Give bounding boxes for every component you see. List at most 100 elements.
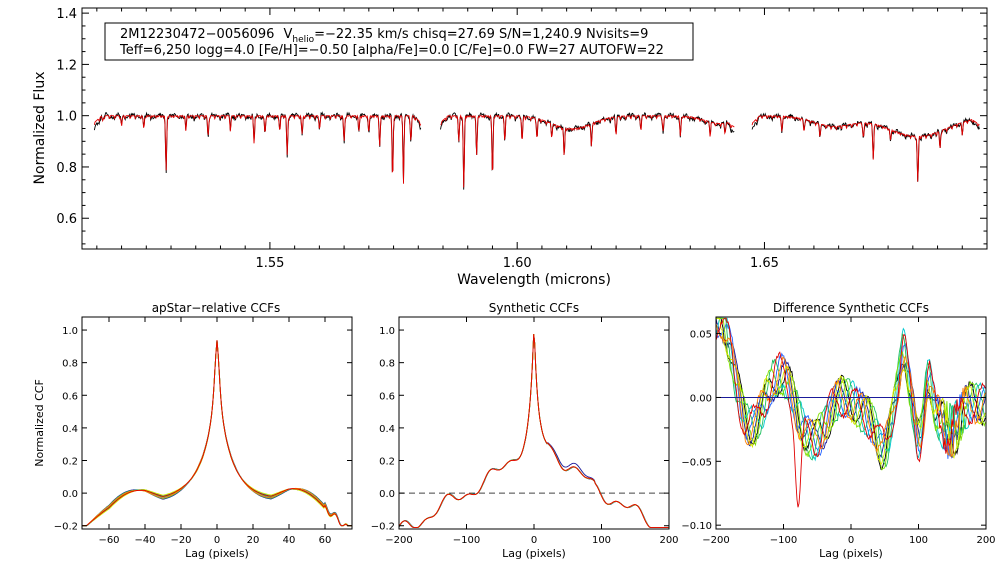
y-tick-label: −0.05 (681, 457, 712, 468)
x-tick-label: 100 (909, 535, 928, 546)
y-tick-label: 1.0 (56, 110, 77, 125)
synthetic-ccf-xlabel: Lag (pixels) (502, 547, 566, 560)
apstar-ccf-visit-6 (82, 340, 352, 527)
x-tick-label: 1.65 (750, 256, 779, 271)
diff-ccf-axes: −200 −100 0 100 200 −0.10 −0.05 0.00 0.05 (681, 317, 996, 546)
synthetic-ccf-frame (398, 316, 670, 530)
synthetic-ccf-visit-2 (398, 334, 669, 528)
y-tick-label: 0.8 (379, 359, 395, 370)
x-tick-label: −60 (98, 535, 119, 546)
v-subscript: helio (292, 35, 314, 45)
y-tick-label: 1.0 (62, 326, 78, 337)
apstar-ccf-visit-8 (82, 340, 352, 527)
diff-ccf-panel: Difference Synthetic CCFs −200 −100 0 100 20… (681, 301, 995, 560)
apstar-ccf-plot-area (82, 340, 352, 527)
apstar-ccf-xlabel: Lag (pixels) (185, 547, 249, 560)
apstar-ccf-visit-1 (82, 340, 352, 527)
apstar-ccf-visit-5 (82, 340, 352, 527)
x-tick-label: −100 (770, 535, 797, 546)
synthetic-ccf-visit-3 (398, 334, 669, 528)
spectrum-plot-area (93, 111, 980, 190)
x-tick-label: −40 (134, 535, 155, 546)
synthetic-ccf-axes: −200 −100 0 100 200 −0.2 0.0 0.2 0.4 0.6 0.8 1.0 (371, 317, 679, 546)
model-spectrum-line (751, 115, 980, 182)
diff-ccf-title: Difference Synthetic CCFs (773, 301, 929, 315)
y-tick-label: 0.4 (62, 424, 78, 435)
diff-ccf-plot-area (715, 317, 986, 508)
diff-ccf-visit-3 (715, 323, 986, 459)
apstar-ccf-axes: −60 −40 −20 0 20 40 60 −0.2 0.0 0.2 0.4 0.6 0.8 1.0 (54, 317, 352, 546)
y-tick-label: −0.10 (681, 521, 712, 532)
y-tick-label: 1.2 (56, 58, 77, 73)
x-tick-label: 0 (531, 535, 537, 546)
x-tick-label: 1.60 (503, 256, 532, 271)
synthetic-ccf-plot-area (398, 334, 669, 528)
apstar-ccf-visit-7 (82, 340, 352, 527)
model-spectrum-line (93, 114, 422, 184)
star-id: 2M12230472−0056096 (120, 27, 274, 42)
synthetic-ccf-visit-4 (398, 334, 669, 528)
y-tick-label: 0.05 (690, 330, 712, 341)
model-spectrum-line (440, 114, 735, 188)
y-tick-label: 0.8 (56, 161, 77, 176)
x-tick-label: −20 (170, 535, 191, 546)
synthetic-ccf-panel: Synthetic CCFs −200 −100 0 100 200 −0.2 0.0 0.2… (371, 301, 679, 560)
info-box (104, 22, 694, 61)
x-tick-label: 40 (283, 535, 296, 546)
info-line-1: 2M12230472−0056096 Vhelio=−22.35 km/s chi… (120, 27, 648, 45)
x-tick-label: 200 (976, 535, 995, 546)
y-tick-label: −0.2 (54, 522, 78, 533)
spectrum-xlabel: Wavelength (microns) (457, 272, 611, 288)
apstar-ccf-title: apStar−relative CCFs (152, 301, 281, 315)
spectrum-ylabel: Normalized Flux (32, 72, 48, 185)
v-symbol: V (283, 27, 292, 42)
y-tick-label: 0.6 (62, 391, 78, 402)
y-tick-label: 0.6 (56, 212, 77, 227)
x-tick-label: 0 (214, 535, 220, 546)
y-tick-label: 1.0 (379, 326, 395, 337)
x-tick-label: −100 (453, 535, 480, 546)
y-tick-label: 0.00 (690, 393, 712, 404)
x-tick-label: 200 (659, 535, 678, 546)
synthetic-ccf-visit-6 (398, 334, 669, 528)
apstar-ccf-visit-2 (82, 340, 352, 527)
apstar-ccf-panel: apStar−relative CCFs −60 −40 −20 0 20 40 60 −0.… (33, 301, 353, 560)
y-tick-label: 0.0 (379, 489, 395, 500)
y-tick-label: 0.4 (379, 424, 395, 435)
spectrum-panel: 1.55 1.60 1.65 0.6 0.8 1.0 1.2 1.4 2M12230472−0… (32, 7, 988, 288)
y-tick-label: 0.2 (379, 457, 395, 468)
x-tick-label: 100 (592, 535, 611, 546)
synthetic-ccf-visit-7 (398, 334, 669, 528)
diff-ccf-xlabel: Lag (pixels) (819, 547, 883, 560)
synthetic-ccf-title: Synthetic CCFs (489, 301, 579, 315)
y-tick-label: 0.2 (62, 457, 78, 468)
diff-ccf-visit-6 (716, 317, 986, 471)
apstar-ccf-visit-4 (82, 340, 352, 527)
apstar-ccf-visit-3 (82, 340, 352, 527)
x-tick-label: 1.55 (255, 256, 284, 271)
diff-ccf-visit-8 (715, 323, 986, 457)
star-params-1: =−22.35 km/s chisq=27.69 S/N=1,240.9 Nvi… (314, 27, 648, 42)
apstar-ccf-ylabel: Normalized CCF (33, 379, 46, 467)
x-tick-label: −200 (385, 535, 412, 546)
y-tick-label: −0.2 (371, 522, 395, 533)
y-tick-label: 1.4 (56, 7, 77, 22)
info-line-2: Teff=6,250 logg=4.0 [Fe/H]=−0.50 [alpha/… (119, 43, 664, 58)
synthetic-ccf-visit-1 (398, 334, 669, 528)
observed-spectrum-line (751, 112, 980, 182)
x-tick-label: 20 (247, 535, 260, 546)
synthetic-ccf-visit-5 (398, 334, 669, 528)
y-tick-label: 0.8 (62, 359, 78, 370)
spectrum-axes: 1.55 1.60 1.65 0.6 0.8 1.0 1.2 1.4 (56, 7, 988, 271)
synthetic-ccf-visit-8 (398, 334, 669, 528)
diff-ccf-visit-5 (715, 317, 986, 468)
diff-ccf-visit-9 (715, 317, 986, 508)
apstar-ccf-visit-9 (82, 340, 352, 527)
y-tick-label: 0.6 (379, 391, 395, 402)
x-tick-label: 0 (848, 535, 854, 546)
y-tick-label: 0.0 (62, 489, 78, 500)
x-tick-label: 60 (319, 535, 332, 546)
x-tick-label: −200 (702, 535, 729, 546)
synthetic-ccf-visit-9 (398, 334, 669, 528)
